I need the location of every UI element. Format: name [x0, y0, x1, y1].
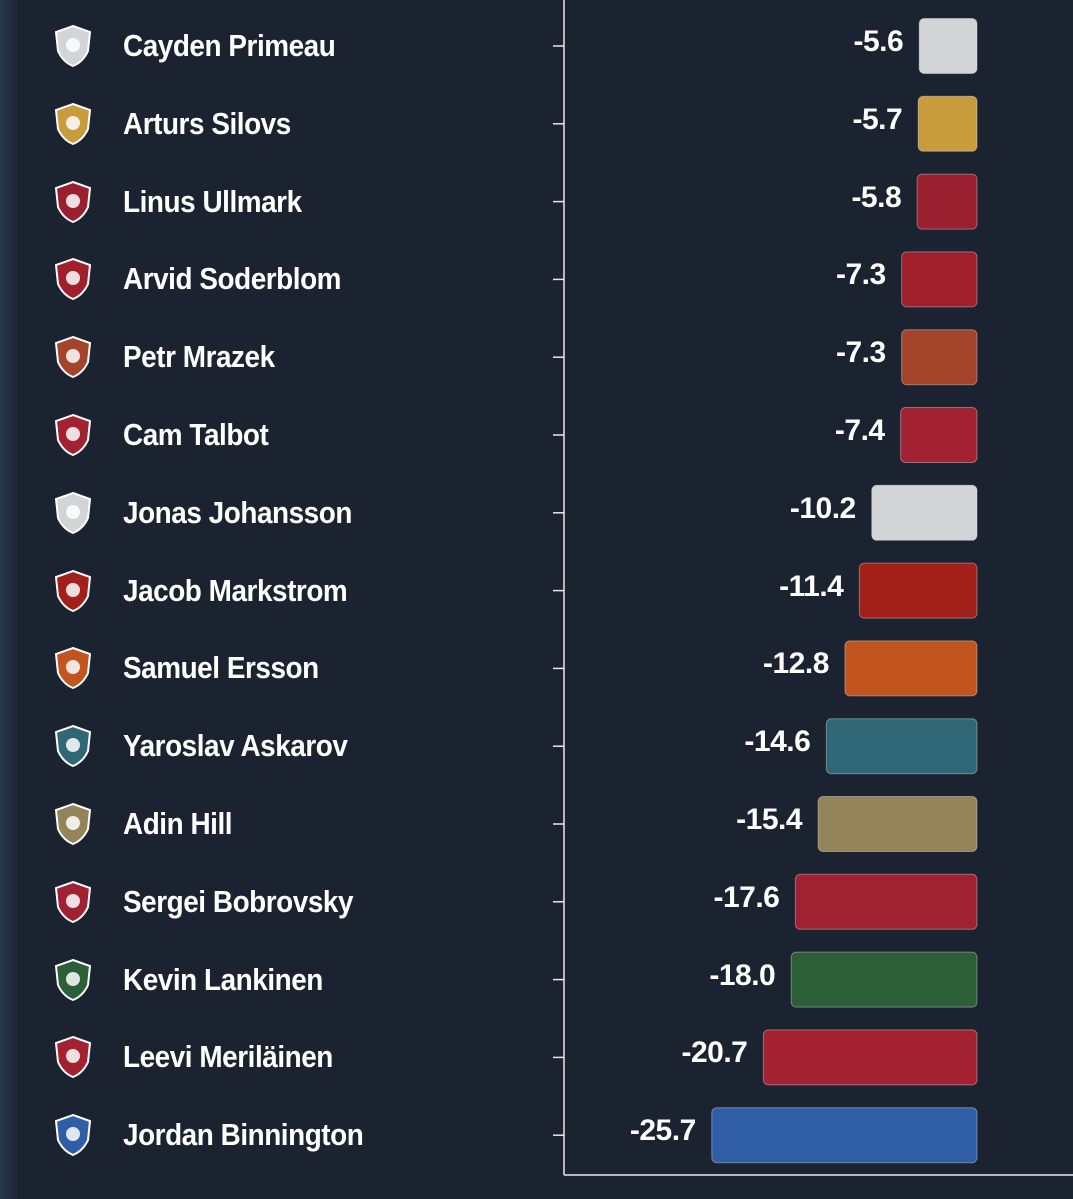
bar — [762, 1029, 978, 1086]
penguins-logo-icon — [54, 102, 92, 145]
blues-logo-icon — [54, 1114, 92, 1157]
bar — [817, 796, 978, 852]
value-label: -7.4 — [834, 414, 885, 447]
bar — [901, 251, 978, 308]
value-label: -20.7 — [681, 1036, 748, 1070]
value-label: -7.3 — [835, 258, 886, 292]
sharks-logo-icon — [54, 725, 92, 768]
player-name-label: Kevin Lankinen — [123, 961, 323, 997]
blackhawks-logo-icon — [54, 258, 92, 301]
senators-logo-icon — [54, 180, 92, 223]
player-name-label: Sergei Bobrovsky — [123, 883, 354, 919]
bar — [825, 718, 978, 775]
bar — [901, 329, 978, 386]
bar — [858, 562, 978, 619]
value-label: -10.2 — [789, 491, 856, 525]
value-label: -11.4 — [779, 569, 844, 603]
bar — [844, 640, 978, 697]
player-name-label: Leevi Meriläinen — [123, 1039, 333, 1075]
value-label: -15.4 — [736, 803, 803, 836]
player-name-label: Arvid Soderblom — [123, 261, 342, 297]
bar — [711, 1107, 978, 1164]
player-name-label: Adin Hill — [123, 806, 233, 841]
bar — [916, 173, 978, 230]
value-label: -18.0 — [709, 958, 776, 992]
player-name-label: Petr Mrazek — [123, 339, 275, 375]
player-name-label: Yaroslav Askarov — [123, 728, 348, 764]
player-name-label: Jacob Markstrom — [123, 572, 348, 608]
value-label: -5.8 — [851, 180, 902, 214]
player-name-label: Linus Ullmark — [123, 183, 302, 219]
flyers-logo-icon — [54, 647, 92, 690]
golden-knights-logo-icon — [54, 802, 92, 846]
value-label: -5.6 — [853, 25, 904, 58]
value-label: -25.7 — [629, 1114, 696, 1148]
red-wings-logo-icon — [54, 413, 92, 457]
ducks-logo-icon — [54, 336, 92, 379]
panthers-logo-icon — [54, 880, 92, 923]
bar — [918, 18, 978, 74]
player-name-label: Jonas Johansson — [123, 494, 352, 530]
bar — [871, 484, 978, 541]
player-name-label: Cam Talbot — [123, 417, 269, 452]
bar — [917, 95, 978, 152]
player-name-label: Cayden Primeau — [123, 28, 336, 63]
value-label: -17.6 — [713, 880, 780, 914]
value-label: -14.6 — [744, 725, 811, 759]
lightning-logo-icon — [54, 491, 92, 534]
maple-leafs-logo-icon — [54, 24, 92, 68]
player-name-label: Arturs Silovs — [123, 105, 291, 141]
bar — [790, 951, 978, 1008]
player-name-label: Samuel Ersson — [123, 650, 319, 686]
devils-logo-icon — [54, 569, 92, 612]
player-name-label: Jordan Binnington — [123, 1117, 364, 1153]
senators-logo-icon — [54, 1036, 92, 1079]
left-edge-strip — [0, 0, 18, 1199]
canucks-logo-icon — [54, 958, 92, 1001]
value-label: -12.8 — [763, 647, 829, 681]
value-label: -5.7 — [852, 102, 903, 136]
bar — [900, 407, 978, 463]
value-label: -7.3 — [835, 336, 886, 370]
bar — [794, 873, 978, 930]
